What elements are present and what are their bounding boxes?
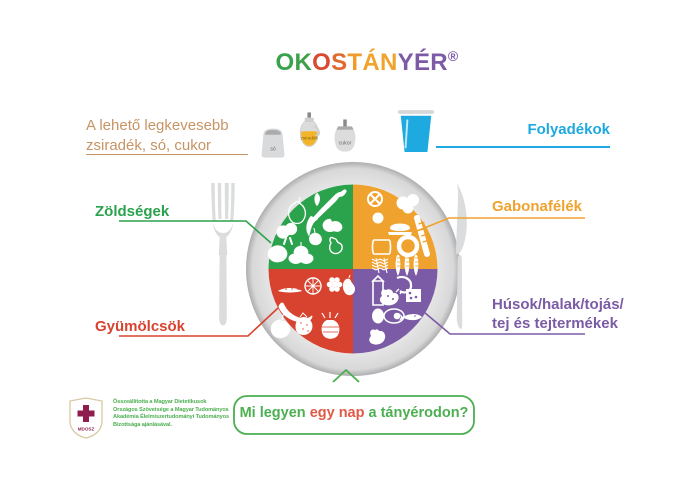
svg-text:MDOSZ: MDOSZ bbox=[78, 427, 95, 432]
